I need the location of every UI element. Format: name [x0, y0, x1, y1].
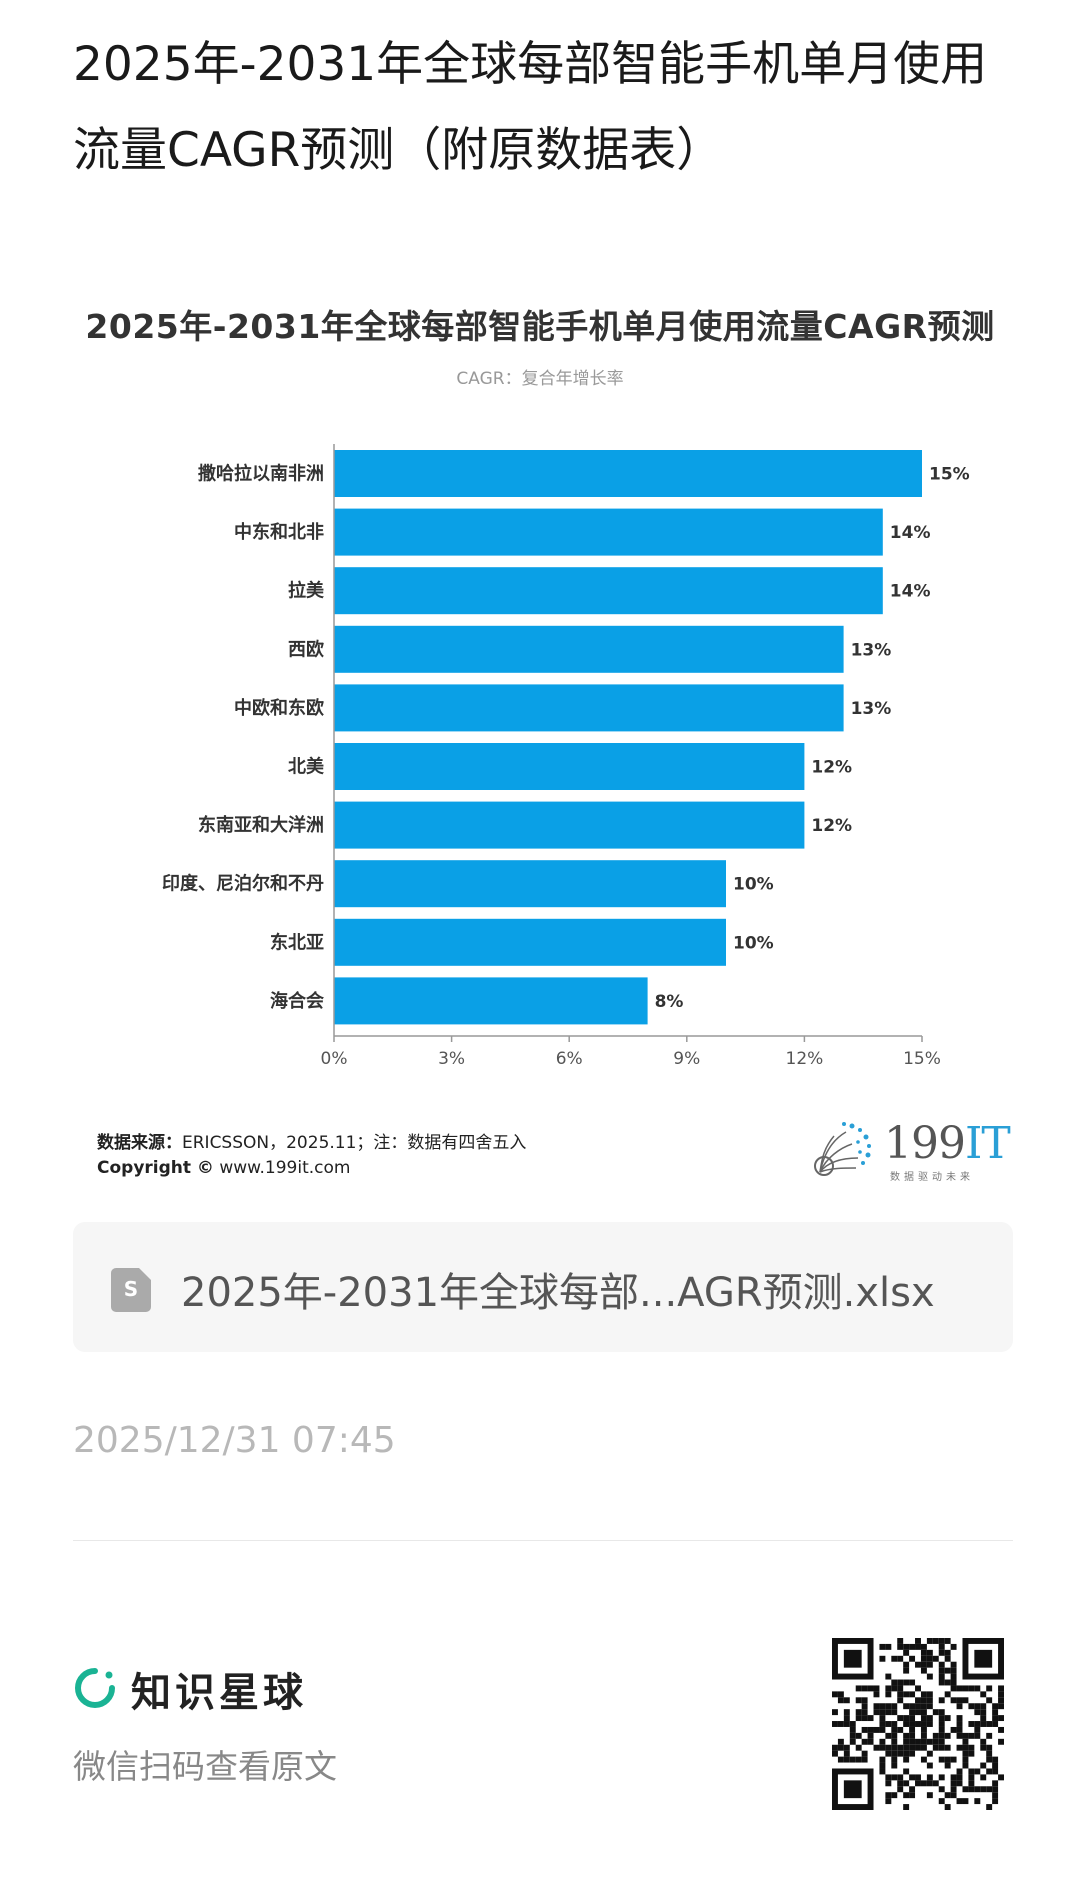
category-label: 拉美	[288, 580, 324, 602]
qr-code[interactable]	[832, 1638, 1004, 1810]
data-label: 13%	[851, 640, 892, 660]
x-tick-label: 0%	[321, 1049, 348, 1069]
data-label: 10%	[733, 933, 774, 953]
x-tick-label: 6%	[556, 1049, 583, 1069]
category-label: 撒哈拉以南非洲	[198, 463, 324, 485]
divider	[73, 1540, 1013, 1541]
category-label: 东北亚	[270, 931, 324, 953]
bar	[334, 918, 726, 966]
category-label: 北美	[288, 756, 324, 778]
bar	[334, 860, 726, 908]
copyright-label: Copyright ©	[97, 1158, 214, 1178]
brand-name: 知识星球	[131, 1670, 307, 1716]
logo-text: 199IT	[884, 1118, 1011, 1169]
bar	[334, 684, 844, 732]
source-text: ERICSSON，2025.11；注：数据有四舍五入	[182, 1133, 527, 1153]
bar-chart: 撒哈拉以南非洲 15% 中东和北非 14% 拉美 14% 西欧 13% 中欧和东欧 13% 北美 12…	[162, 444, 970, 1069]
data-label: 12%	[811, 758, 852, 778]
post-timestamp: 2025/12/31 07:45	[73, 1420, 396, 1461]
category-label: 东南亚和大洋洲	[198, 814, 324, 836]
chart-title: 2025年-2031年全球每部智能手机单月使用流量CAGR预测	[85, 307, 995, 346]
post-title: 2025年-2031年全球每部智能手机单月使用流量CAGR预测（附原数据表）	[73, 37, 988, 178]
bar	[334, 508, 883, 556]
data-label: 10%	[733, 875, 774, 895]
bar	[334, 450, 922, 497]
spreadsheet-icon: S	[111, 1268, 151, 1312]
data-label: 14%	[890, 582, 931, 602]
x-tick-label: 3%	[438, 1049, 465, 1069]
source-line: 数据来源：ERICSSON，2025.11；注：数据有四舍五入	[97, 1128, 526, 1153]
data-label: 15%	[929, 465, 970, 485]
199it-logo: 199IT 数据驱动未来	[812, 1118, 1011, 1183]
scan-instruction: 微信扫码查看原文	[73, 1747, 337, 1786]
category-label: 中欧和东欧	[234, 697, 324, 719]
bar	[334, 801, 805, 849]
bar	[334, 743, 805, 790]
bar	[334, 567, 883, 615]
logo-tagline: 数据驱动未来	[890, 1172, 974, 1183]
knowledge-planet-icon	[75, 1668, 115, 1708]
chart-subtitle: CAGR：复合年增长率	[456, 369, 624, 389]
source-label: 数据来源：	[97, 1133, 182, 1153]
category-label: 海合会	[270, 990, 324, 1012]
x-tick-label: 15%	[903, 1049, 941, 1069]
category-label: 印度、尼泊尔和不丹	[162, 873, 324, 895]
attachment-card[interactable]: S 2025年-2031年全球每部...AGR预测.xlsx	[73, 1222, 1013, 1352]
bar	[334, 977, 648, 1025]
data-label: 12%	[811, 816, 852, 836]
data-label: 13%	[851, 699, 892, 719]
category-label: 中东和北非	[234, 521, 324, 543]
copyright-url: www.199it.com	[219, 1158, 351, 1178]
x-tick-label: 12%	[786, 1049, 824, 1069]
copyright-line: Copyright © www.199it.com	[97, 1158, 350, 1178]
data-label: 8%	[655, 992, 684, 1012]
data-label: 14%	[890, 523, 931, 543]
category-label: 西欧	[288, 638, 324, 660]
attachment-filename[interactable]: 2025年-2031年全球每部...AGR预测.xlsx	[181, 1270, 935, 1316]
dandelion-icon	[814, 1122, 871, 1176]
bar	[334, 625, 844, 673]
x-tick-label: 9%	[673, 1049, 700, 1069]
